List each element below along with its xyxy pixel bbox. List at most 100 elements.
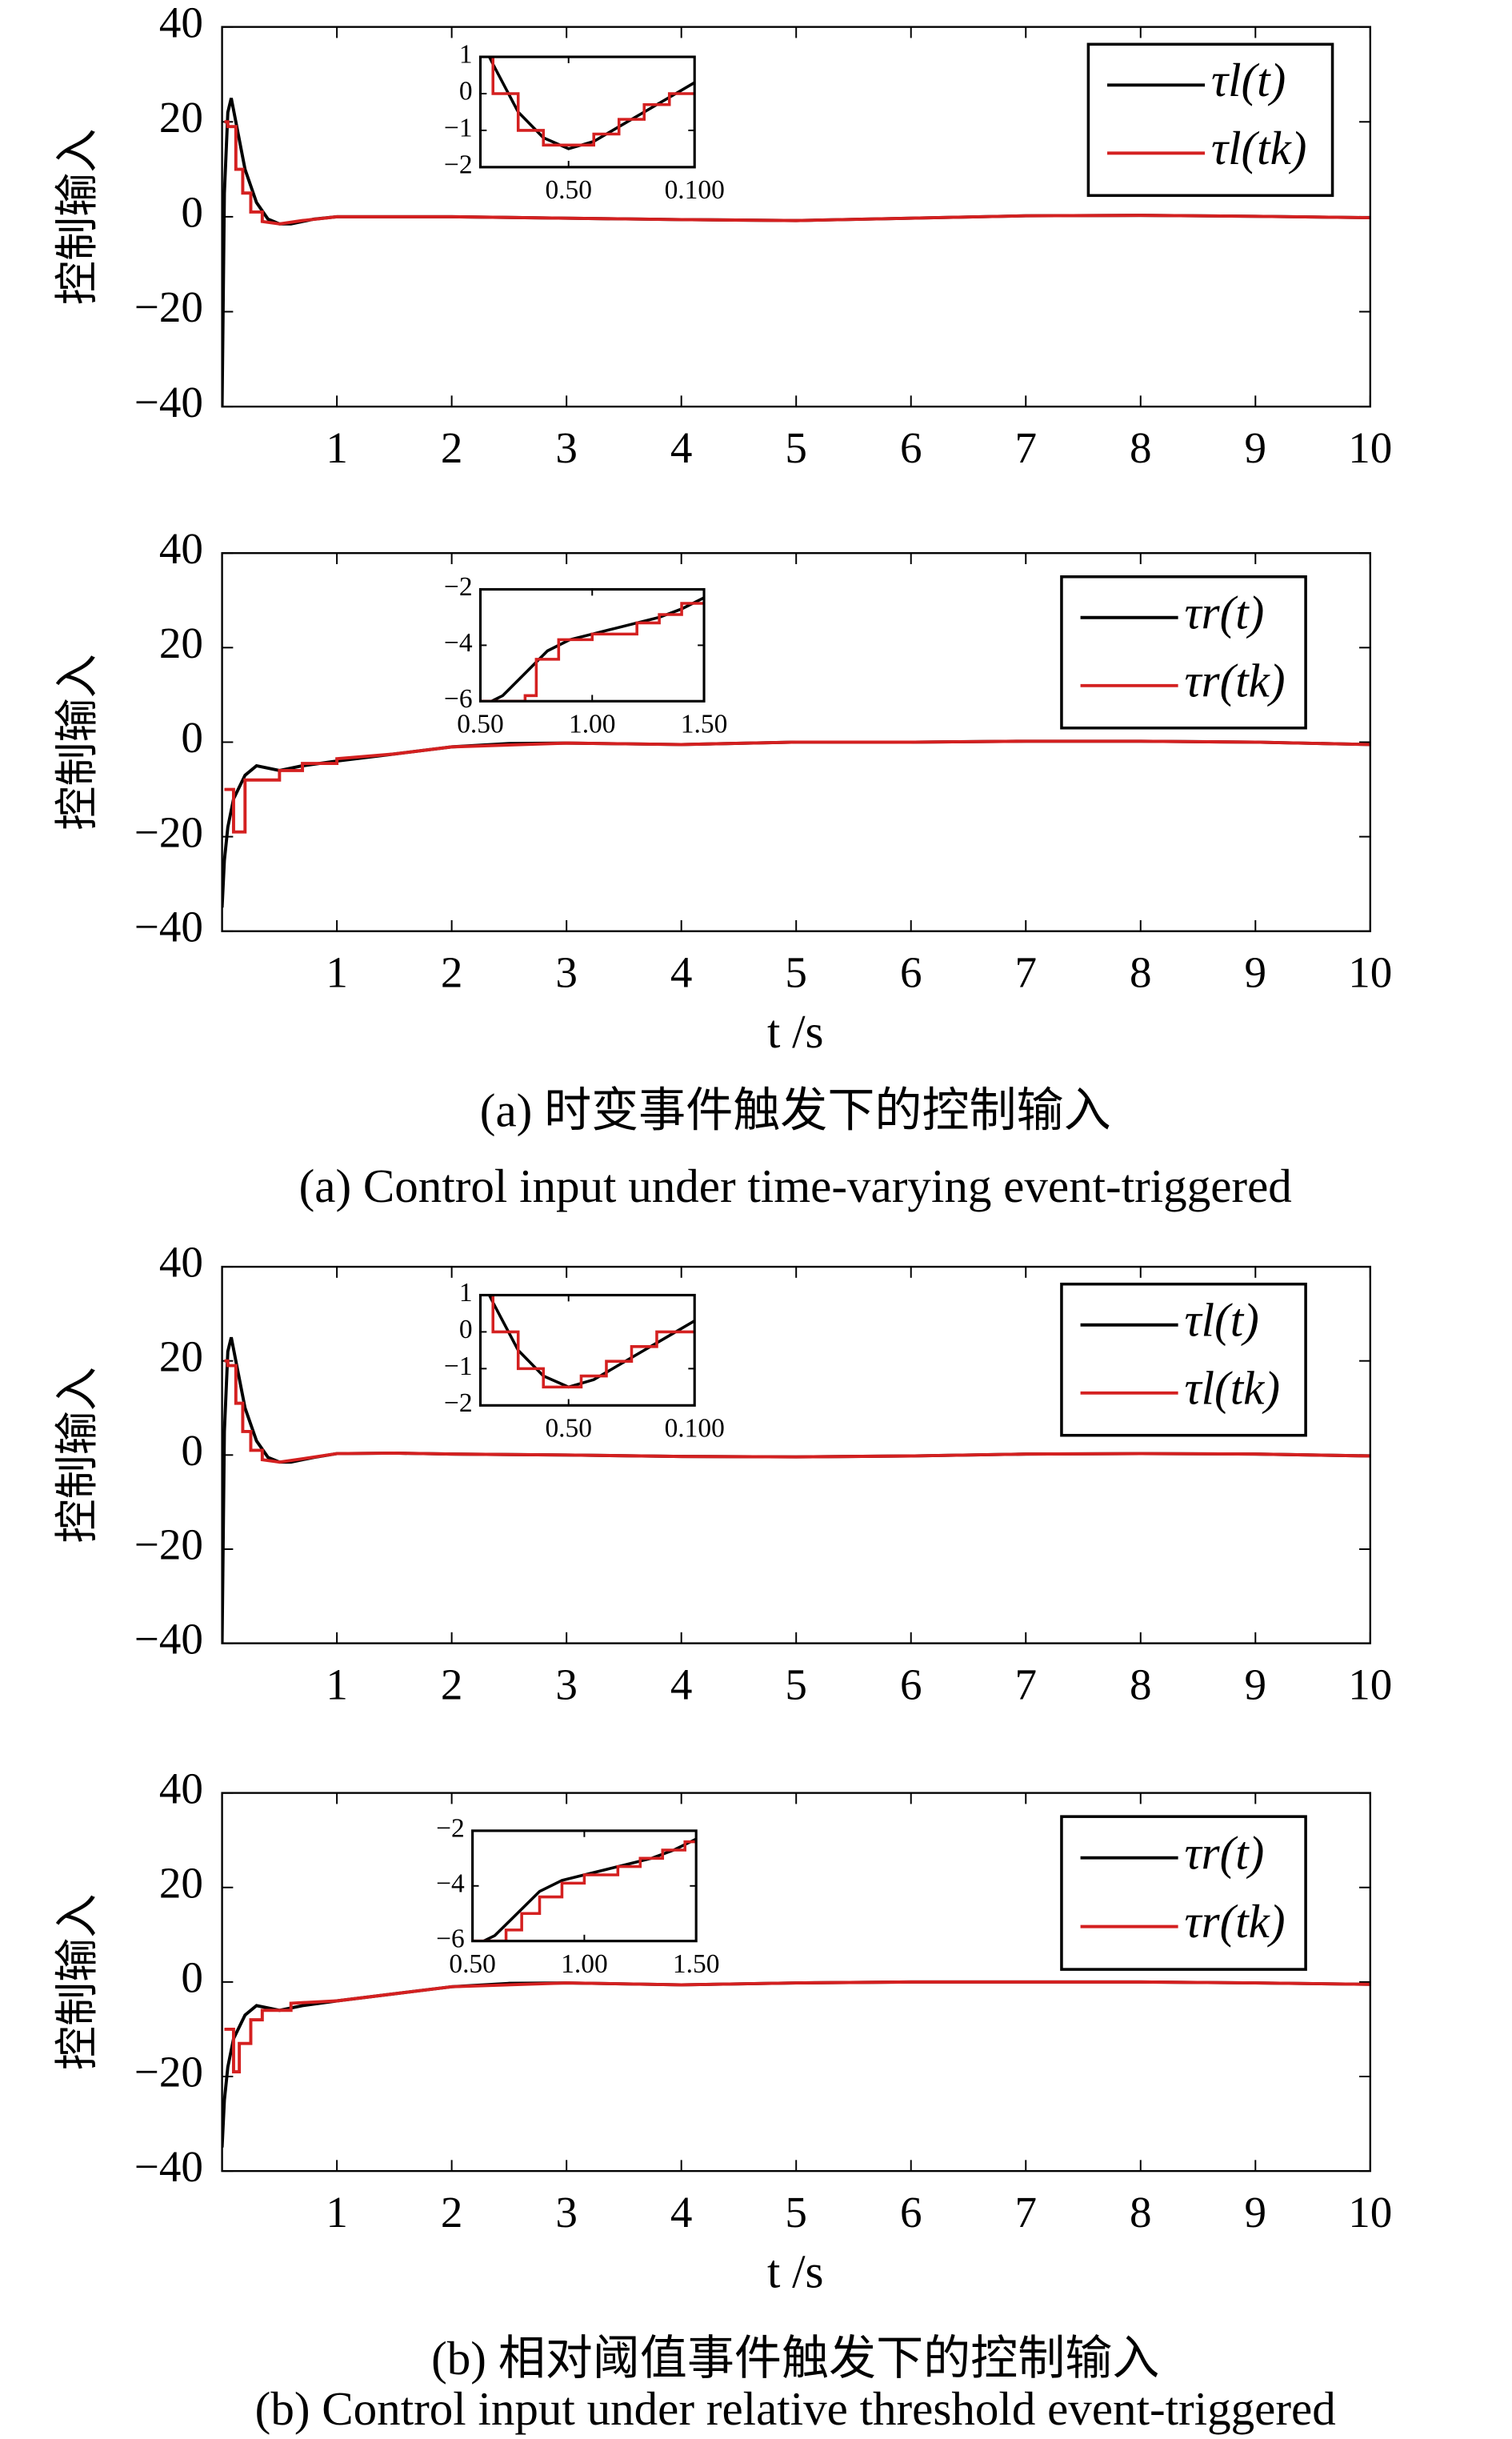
legend-box bbox=[1060, 1282, 1307, 1437]
legend-box bbox=[1060, 1815, 1307, 1971]
x-tick-label: 9 bbox=[1245, 947, 1267, 996]
x-tick-label: 10 bbox=[1348, 423, 1392, 472]
x-tick-label: 2 bbox=[441, 947, 463, 996]
y-tick-label: 1 bbox=[459, 1278, 473, 1308]
legend-label: τl(tk) bbox=[1185, 1361, 1280, 1414]
data-line bbox=[224, 1980, 1370, 2074]
y-tick-label: −6 bbox=[444, 684, 473, 714]
x-tick-label: 4 bbox=[670, 2188, 693, 2237]
y-tick-label: −40 bbox=[134, 1614, 203, 1663]
x-tick-label: 9 bbox=[1245, 1660, 1267, 1708]
y-tick-label: 1 bbox=[459, 40, 473, 70]
x-tick-label: 6 bbox=[900, 947, 922, 996]
x-tick-label: 7 bbox=[1014, 2188, 1037, 2237]
y-axis-label: 控制输入 bbox=[53, 1894, 102, 2070]
x-tick-label: 9 bbox=[1245, 423, 1267, 472]
x-tick-label: 5 bbox=[785, 2188, 807, 2237]
legend-label: τr(tk) bbox=[1185, 654, 1286, 707]
inset-area bbox=[480, 57, 695, 167]
y-tick-label: 0 bbox=[181, 188, 203, 237]
y-tick-label: −40 bbox=[134, 378, 203, 427]
data-line bbox=[472, 1840, 697, 1941]
x-tick-label: 7 bbox=[1014, 1660, 1037, 1708]
y-tick-label: 40 bbox=[159, 1238, 203, 1287]
y-tick-label: −2 bbox=[444, 572, 473, 602]
y-tick-label: 40 bbox=[159, 524, 203, 573]
x-tick-label: 0.50 bbox=[545, 175, 592, 205]
x-axis-label: t /s bbox=[767, 2245, 824, 2298]
axes-box bbox=[221, 26, 1371, 408]
y-tick-label: −40 bbox=[134, 2142, 203, 2191]
axes-box bbox=[221, 1265, 1371, 1644]
x-tick-label: 2 bbox=[441, 1660, 463, 1708]
y-tick-label: −1 bbox=[444, 114, 473, 143]
y-tick-label: 20 bbox=[159, 1332, 203, 1380]
y-tick-label: −20 bbox=[134, 2048, 203, 2097]
y-tick-label: 20 bbox=[159, 1858, 203, 1907]
x-tick-label: 6 bbox=[900, 423, 922, 472]
x-tick-label: 0.100 bbox=[665, 175, 725, 205]
x-tick-label: 4 bbox=[670, 423, 693, 472]
legend-box bbox=[1060, 575, 1307, 730]
legend-label: τl(t) bbox=[1211, 54, 1286, 106]
y-tick-label: −1 bbox=[444, 1352, 473, 1381]
y-axis-label: 控制输入 bbox=[53, 129, 102, 305]
y-axis-label: 控制输入 bbox=[53, 654, 102, 830]
x-tick-label: 1 bbox=[326, 1660, 348, 1708]
x-tick-label: 8 bbox=[1130, 1660, 1152, 1708]
y-tick-label: −6 bbox=[436, 1924, 465, 1953]
axes-box bbox=[221, 552, 1371, 932]
y-tick-label: −4 bbox=[444, 628, 473, 658]
y-tick-label: 0 bbox=[459, 77, 473, 106]
legend-label: τr(t) bbox=[1185, 586, 1265, 639]
caption: (a) 时变事件触发下的控制输入 bbox=[480, 1084, 1111, 1137]
x-tick-label: 4 bbox=[670, 947, 693, 996]
x-tick-label: 6 bbox=[900, 1660, 922, 1708]
x-tick-label: 8 bbox=[1130, 2188, 1152, 2237]
x-tick-label: 1.50 bbox=[681, 709, 728, 739]
y-tick-label: −4 bbox=[436, 1868, 465, 1898]
y-tick-label: −40 bbox=[134, 902, 203, 951]
caption: (b) 相对阈值事件触发下的控制输入 bbox=[431, 2332, 1159, 2385]
data-line bbox=[480, 602, 705, 702]
x-tick-label: 8 bbox=[1130, 423, 1152, 472]
y-axis-label: 控制输入 bbox=[53, 1367, 102, 1543]
data-line bbox=[224, 1359, 1370, 1464]
data-line bbox=[224, 739, 1370, 834]
x-tick-label: 3 bbox=[555, 947, 578, 996]
x-tick-label: 1 bbox=[326, 423, 348, 472]
y-tick-label: 20 bbox=[159, 619, 203, 667]
x-tick-label: 4 bbox=[670, 1660, 693, 1708]
x-tick-label: 1.00 bbox=[569, 709, 616, 739]
y-tick-label: 0 bbox=[181, 713, 203, 762]
y-tick-label: −20 bbox=[134, 807, 203, 856]
inset-area bbox=[480, 1295, 695, 1406]
inset-box bbox=[478, 587, 706, 703]
x-tick-label: 1 bbox=[326, 947, 348, 996]
data-line bbox=[224, 120, 1370, 226]
x-tick-label: 10 bbox=[1348, 1660, 1392, 1708]
data-line bbox=[491, 1295, 695, 1389]
x-tick-label: 0.50 bbox=[457, 709, 504, 739]
x-tick-label: 10 bbox=[1348, 947, 1392, 996]
x-tick-label: 0.50 bbox=[545, 1413, 592, 1443]
legend-box bbox=[1086, 42, 1334, 198]
y-tick-label: 0 bbox=[459, 1315, 473, 1344]
y-tick-label: 40 bbox=[159, 1764, 203, 1812]
axes-box bbox=[221, 1792, 1371, 2173]
x-tick-label: 7 bbox=[1014, 947, 1037, 996]
x-tick-label: 3 bbox=[555, 423, 578, 472]
x-axis-label: t /s bbox=[767, 1005, 824, 1058]
x-tick-label: 7 bbox=[1014, 423, 1037, 472]
data-line bbox=[491, 57, 695, 147]
x-tick-label: 1.50 bbox=[673, 1949, 720, 1979]
x-tick-label: 6 bbox=[900, 2188, 922, 2237]
y-tick-label: −2 bbox=[436, 1814, 465, 1844]
x-tick-label: 5 bbox=[785, 423, 807, 472]
x-tick-label: 9 bbox=[1245, 2188, 1267, 2237]
x-tick-label: 0.50 bbox=[449, 1949, 496, 1979]
y-tick-label: −20 bbox=[134, 1520, 203, 1569]
x-tick-label: 0.100 bbox=[665, 1413, 725, 1443]
x-tick-label: 1 bbox=[326, 2188, 348, 2237]
